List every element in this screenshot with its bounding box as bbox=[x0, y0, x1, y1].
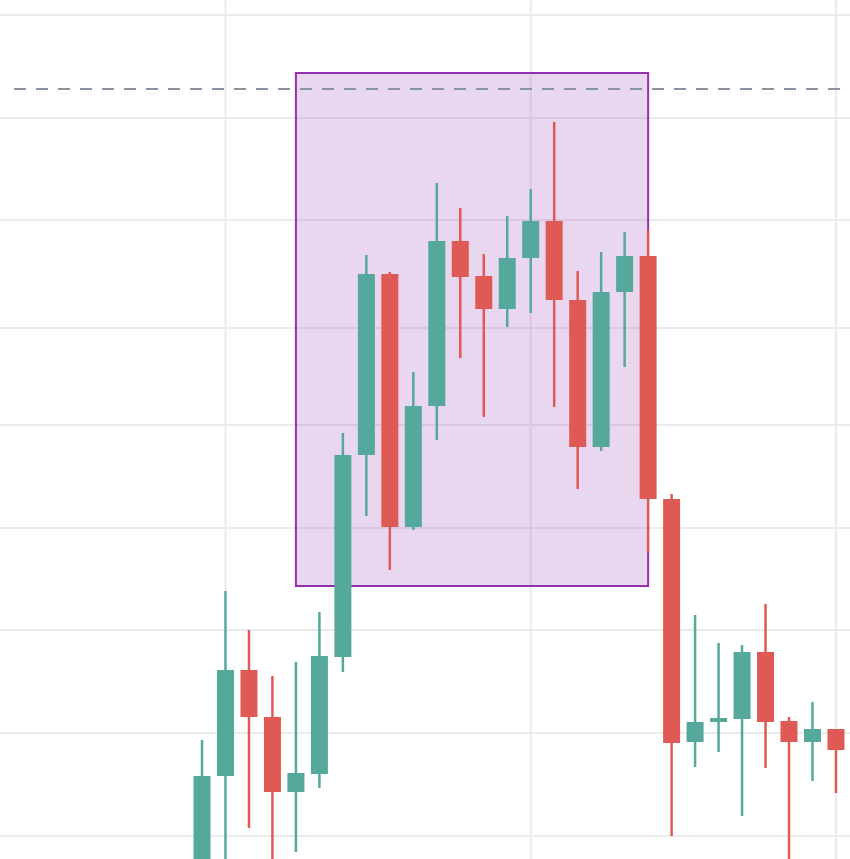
candle-body bbox=[216, 670, 234, 776]
candle-body bbox=[616, 256, 634, 292]
candle-body bbox=[827, 729, 845, 750]
candle-body bbox=[710, 718, 728, 722]
candle-body bbox=[686, 722, 704, 742]
candle-body bbox=[733, 652, 751, 719]
candle-body bbox=[545, 221, 563, 300]
candle-body bbox=[780, 721, 798, 742]
candle-body bbox=[428, 241, 446, 406]
candle-body bbox=[451, 241, 469, 277]
candle-body bbox=[803, 729, 821, 742]
candle-body bbox=[522, 221, 540, 258]
candle-body bbox=[287, 773, 305, 792]
candle-body bbox=[498, 258, 516, 309]
highlight-box bbox=[294, 72, 650, 587]
candle-body bbox=[475, 276, 493, 309]
candle-body bbox=[381, 274, 399, 527]
candle-body bbox=[310, 656, 328, 774]
candle-body bbox=[263, 717, 281, 792]
candle-body bbox=[357, 274, 375, 455]
candle-body bbox=[757, 652, 775, 722]
candle-body bbox=[334, 455, 352, 657]
candle-body bbox=[663, 499, 681, 743]
candle-body bbox=[240, 670, 258, 717]
candle-body bbox=[592, 292, 610, 447]
candle-body bbox=[569, 300, 587, 447]
candle-body bbox=[639, 256, 657, 499]
candle-body bbox=[404, 406, 422, 527]
candle-body bbox=[193, 776, 211, 859]
